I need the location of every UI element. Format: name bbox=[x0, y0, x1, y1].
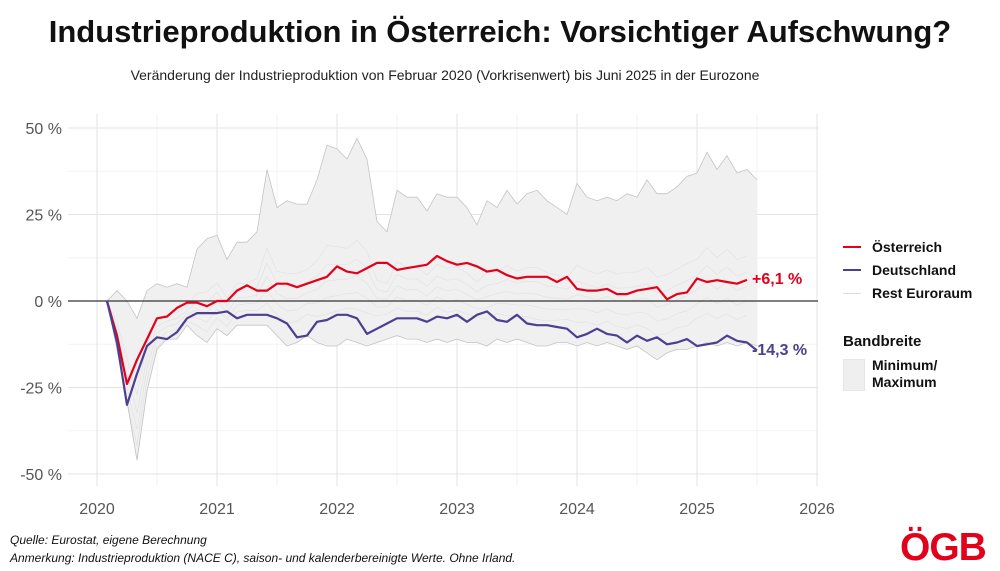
rest-euroraum-line bbox=[106, 258, 748, 414]
legend-item-austria: Österreich bbox=[843, 238, 942, 256]
y-tick-label: 25 % bbox=[26, 208, 62, 225]
x-tick-label: 2024 bbox=[559, 501, 595, 518]
chart-title: Industrieproduktion in Österreich: Vorsi… bbox=[48, 14, 952, 49]
x-tick-label: 2020 bbox=[79, 501, 115, 518]
x-tick-label: 2022 bbox=[319, 501, 355, 518]
series-line-austria bbox=[105, 254, 748, 386]
legend-band-swatch bbox=[843, 359, 865, 391]
band-edge-line bbox=[106, 137, 758, 320]
legend-item-germany: Deutschland bbox=[843, 261, 956, 279]
germany-end-label: -14,3 % bbox=[752, 342, 808, 359]
range-band bbox=[106, 137, 758, 461]
rest-euroraum-line bbox=[106, 300, 748, 461]
x-tick-label: 2021 bbox=[199, 501, 235, 518]
legend-band-label-line-2: Maximum bbox=[872, 374, 937, 390]
x-axis-ticks: 2020 2021 2022 2023 2024 2025 2026 bbox=[79, 501, 835, 518]
y-tick-label: -50 % bbox=[20, 467, 62, 484]
x-tick-label: 2025 bbox=[679, 501, 715, 518]
legend-band-label-line-1: Minimum/ bbox=[872, 357, 938, 373]
legend-band-label: Minimum/ Maximum bbox=[872, 357, 937, 391]
oegb-logo: ÖGB bbox=[900, 526, 987, 569]
legend-band-title: Bandbreite bbox=[843, 333, 922, 350]
legend-swatch-rest bbox=[843, 292, 861, 294]
austria-end-label: +6,1 % bbox=[752, 271, 803, 288]
legend-label-germany: Deutschland bbox=[872, 262, 957, 278]
series-lines bbox=[105, 254, 758, 406]
x-tick-label: 2023 bbox=[439, 501, 475, 518]
range-band-area bbox=[107, 138, 757, 461]
series-line-germany bbox=[105, 300, 758, 406]
x-tick-label: 2026 bbox=[799, 501, 835, 518]
band-edge-line bbox=[106, 300, 758, 461]
rest-euroraum-line bbox=[106, 239, 748, 395]
footnote: Anmerkung: Industrieproduktion (NACE C),… bbox=[10, 551, 516, 565]
y-tick-label: -25 % bbox=[20, 381, 62, 398]
legend-label-rest: Rest Euroraum bbox=[872, 285, 973, 301]
source-note: Quelle: Eurostat, eigene Berechnung bbox=[10, 533, 207, 547]
legend-item-rest: Rest Euroraum bbox=[843, 284, 972, 302]
y-tick-label: 0 % bbox=[34, 294, 62, 311]
legend-swatch-germany bbox=[843, 269, 861, 271]
y-axis-ticks: 50 % 25 % 0 % -25 % -50 % bbox=[20, 121, 62, 484]
rest-euroraum-line bbox=[106, 275, 748, 430]
legend-label-austria: Österreich bbox=[872, 239, 943, 255]
chart-subtitle: Veränderung der Industrieproduktion von … bbox=[130, 67, 760, 83]
y-tick-label: 50 % bbox=[26, 121, 62, 138]
legend-swatch-austria bbox=[843, 246, 861, 248]
